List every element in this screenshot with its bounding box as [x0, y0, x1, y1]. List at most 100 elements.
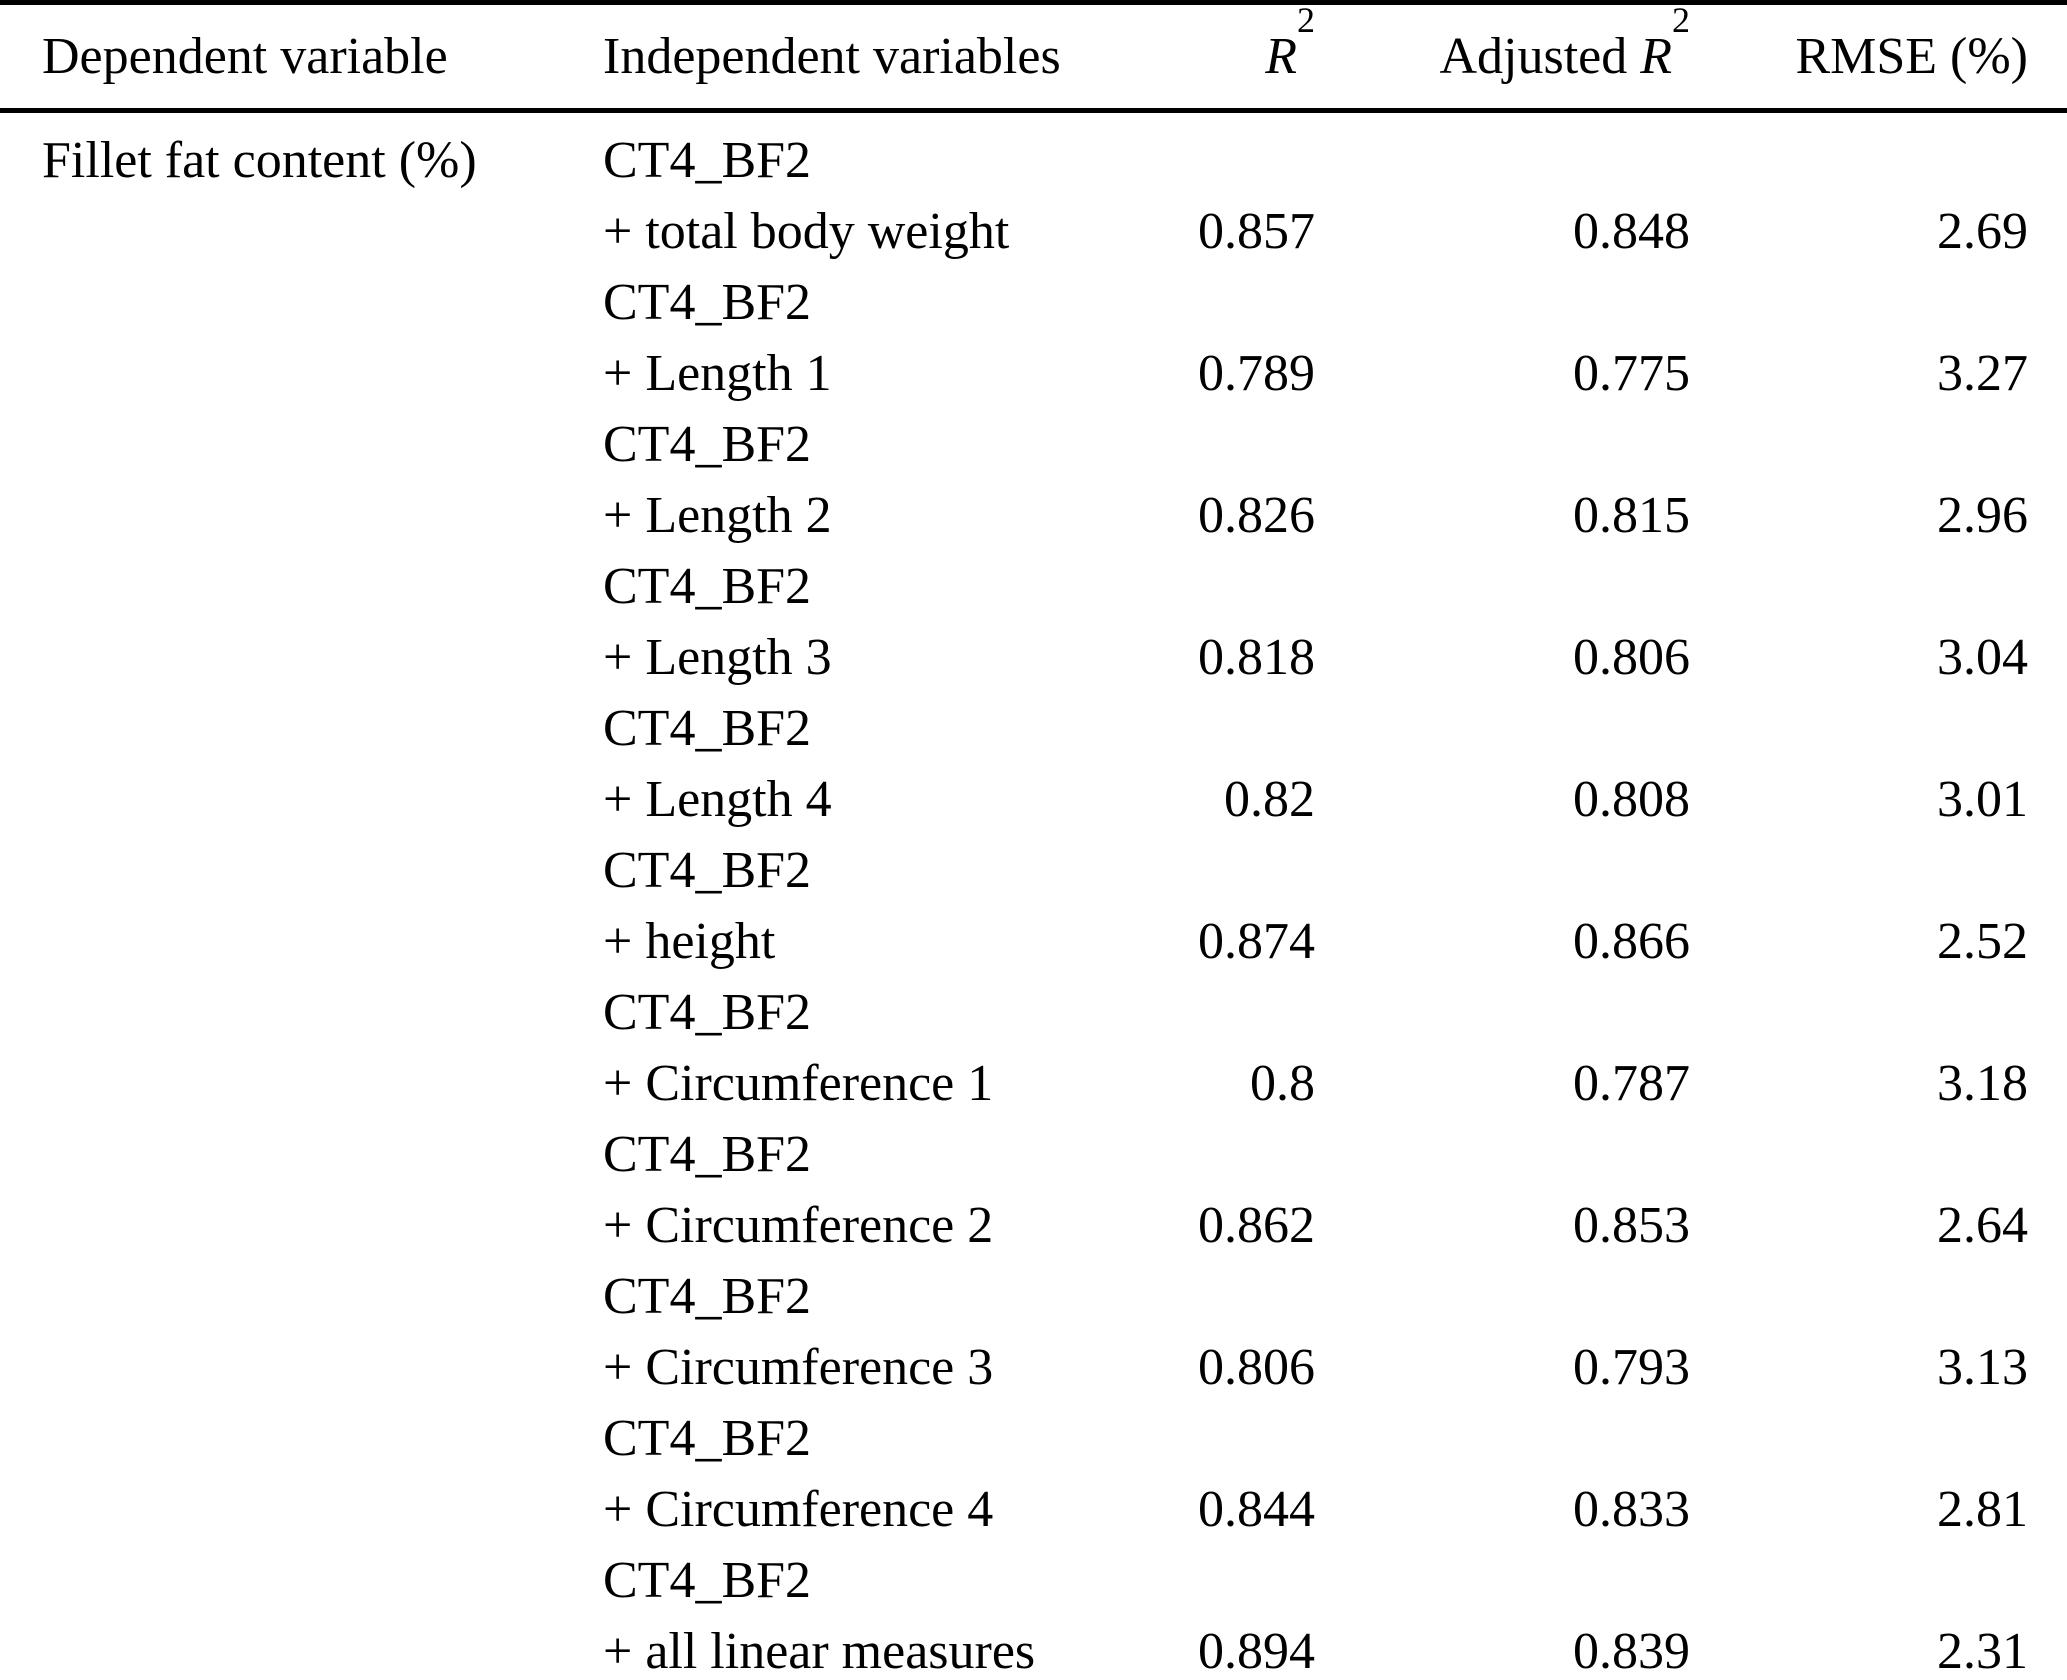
base-variable-label: CT4_BF2	[603, 274, 812, 331]
cell-r-squared-value: 0.844	[1198, 1481, 1315, 1538]
table-row: CT4_BF2 + Length 2 0.826 0.815 2.96	[0, 409, 2067, 551]
added-variable-label: + Circumference 2	[603, 1197, 994, 1254]
r-squared-exponent: 2	[1297, 0, 1315, 40]
base-variable-label: CT4_BF2	[603, 416, 812, 473]
cell-adjusted-r-squared-value: 0.848	[1573, 203, 1690, 260]
cell-r-squared-value: 0.894	[1198, 1623, 1315, 1680]
r-squared-symbol: R	[1265, 27, 1297, 85]
base-variable-label: CT4_BF2	[603, 1552, 812, 1609]
added-variable-label: + Length 4	[603, 771, 832, 828]
r-squared-symbol: R	[1640, 27, 1672, 85]
cell-independent-variables: CT4_BF2 + Circumference 4	[603, 1403, 1053, 1545]
col-header-dependent-label: Dependent variable	[42, 27, 448, 85]
dependent-variable-label	[42, 835, 603, 906]
cell-r-squared-value: 0.862	[1198, 1197, 1315, 1254]
header-row: Dependent variable Independent variables…	[0, 0, 2067, 113]
table-row: CT4_BF2 + Length 4 0.82 0.808 3.01	[0, 693, 2067, 835]
cell-r-squared-value: 0.82	[1224, 771, 1315, 828]
table-row: CT4_BF2 + Circumference 1 0.8 0.787 3.18	[0, 977, 2067, 1119]
cell-rmse-value: 3.18	[1937, 1055, 2028, 1112]
cell-dependent-variable: Fillet fat content (%)	[0, 111, 603, 268]
adjusted-label: Adjusted	[1439, 27, 1641, 85]
base-variable-label: CT4_BF2	[603, 842, 812, 899]
col-header-rmse: RMSE (%)	[1690, 2, 2067, 113]
base-variable-label: CT4_BF2	[603, 1268, 812, 1325]
cell-dependent-variable	[0, 977, 603, 1119]
cell-rmse-value: 2.69	[1937, 203, 2028, 260]
table-row: Fillet fat content (%) CT4_BF2 + total b…	[0, 111, 2067, 268]
cell-dependent-variable	[0, 835, 603, 977]
added-variable-label: + Circumference 4	[603, 1481, 994, 1538]
table-body: Fillet fat content (%) CT4_BF2 + total b…	[0, 111, 2067, 1680]
dependent-variable-label	[42, 1545, 603, 1616]
cell-rmse-value: 2.81	[1937, 1481, 2028, 1538]
table-row: CT4_BF2 + Circumference 2 0.862 0.853 2.…	[0, 1119, 2067, 1261]
cell-dependent-variable	[0, 551, 603, 693]
table-row: CT4_BF2 + all linear measures 0.894 0.83…	[0, 1545, 2067, 1680]
cell-adjusted-r-squared-value: 0.839	[1573, 1623, 1690, 1680]
cell-dependent-variable	[0, 1119, 603, 1261]
r-squared-exponent: 2	[1672, 0, 1690, 40]
cell-rmse-value: 2.96	[1937, 487, 2028, 544]
base-variable-label: CT4_BF2	[603, 558, 812, 615]
base-variable-label: CT4_BF2	[603, 132, 812, 189]
cell-r-squared-value: 0.857	[1198, 203, 1315, 260]
added-variable-label: + total body weight	[603, 203, 1010, 260]
cell-r-squared-value: 0.8	[1250, 1055, 1315, 1112]
cell-adjusted-r-squared-value: 0.815	[1573, 487, 1690, 544]
cell-dependent-variable	[0, 1403, 603, 1545]
table-row: CT4_BF2 + Length 3 0.818 0.806 3.04	[0, 551, 2067, 693]
dependent-variable-label	[42, 977, 603, 1048]
cell-adjusted-r-squared-value: 0.806	[1573, 629, 1690, 686]
cell-dependent-variable	[0, 1545, 603, 1680]
dependent-variable-label	[42, 1261, 603, 1332]
table-header: Dependent variable Independent variables…	[0, 0, 2067, 113]
cell-independent-variables: CT4_BF2 + Length 1	[603, 267, 1053, 409]
cell-independent-variables: CT4_BF2 + height	[603, 835, 1053, 977]
added-variable-label: + Circumference 1	[603, 1055, 994, 1112]
cell-r-squared-value: 0.874	[1198, 913, 1315, 970]
col-header-r-squared: R2	[1053, 0, 1315, 113]
dependent-variable-label	[42, 409, 603, 480]
col-header-adjusted-r-squared: Adjusted R2	[1315, 0, 1690, 113]
cell-independent-variables: CT4_BF2 + Circumference 2	[603, 1119, 1053, 1261]
cell-adjusted-r-squared-value: 0.833	[1573, 1481, 1690, 1538]
added-variable-label: + Length 3	[603, 629, 832, 686]
added-variable-label: + Length 1	[603, 345, 832, 402]
cell-rmse-value: 3.04	[1937, 629, 2028, 686]
table-row: CT4_BF2 + height 0.874 0.866 2.52	[0, 835, 2067, 977]
cell-independent-variables: CT4_BF2 + Circumference 1	[603, 977, 1053, 1119]
cell-r-squared-value: 0.818	[1198, 629, 1315, 686]
cell-independent-variables: CT4_BF2 + total body weight	[603, 111, 1053, 268]
cell-rmse-value: 3.01	[1937, 771, 2028, 828]
added-variable-label: + Length 2	[603, 487, 832, 544]
table-row: CT4_BF2 + Length 1 0.789 0.775 3.27	[0, 267, 2067, 409]
cell-r-squared-value: 0.806	[1198, 1339, 1315, 1396]
cell-rmse-value: 2.64	[1937, 1197, 2028, 1254]
cell-dependent-variable	[0, 1261, 603, 1403]
cell-adjusted-r-squared-value: 0.853	[1573, 1197, 1690, 1254]
cell-rmse-value: 2.52	[1937, 913, 2028, 970]
cell-adjusted-r-squared-value: 0.793	[1573, 1339, 1690, 1396]
col-header-dependent-variable: Dependent variable	[0, 2, 603, 113]
cell-rmse-value: 3.13	[1937, 1339, 2028, 1396]
cell-rmse-value: 2.31	[1937, 1623, 2028, 1680]
added-variable-label: + height	[603, 913, 776, 970]
cell-adjusted-r-squared-value: 0.808	[1573, 771, 1690, 828]
base-variable-label: CT4_BF2	[603, 700, 812, 757]
cell-rmse-value: 3.27	[1937, 345, 2028, 402]
cell-adjusted-r-squared-value: 0.866	[1573, 913, 1690, 970]
cell-r-squared-value: 0.826	[1198, 487, 1315, 544]
dependent-variable-label	[42, 267, 603, 338]
cell-independent-variables: CT4_BF2 + Length 2	[603, 409, 1053, 551]
table-row: CT4_BF2 + Circumference 4 0.844 0.833 2.…	[0, 1403, 2067, 1545]
col-header-rmse-label: RMSE (%)	[1795, 27, 2028, 85]
cell-dependent-variable	[0, 693, 603, 835]
cell-independent-variables: CT4_BF2 + Circumference 3	[603, 1261, 1053, 1403]
col-header-independent-variables: Independent variables	[603, 2, 1061, 113]
cell-dependent-variable	[0, 267, 603, 409]
cell-r-squared-value: 0.789	[1198, 345, 1315, 402]
dependent-variable-label	[42, 551, 603, 622]
dependent-variable-label	[42, 693, 603, 764]
